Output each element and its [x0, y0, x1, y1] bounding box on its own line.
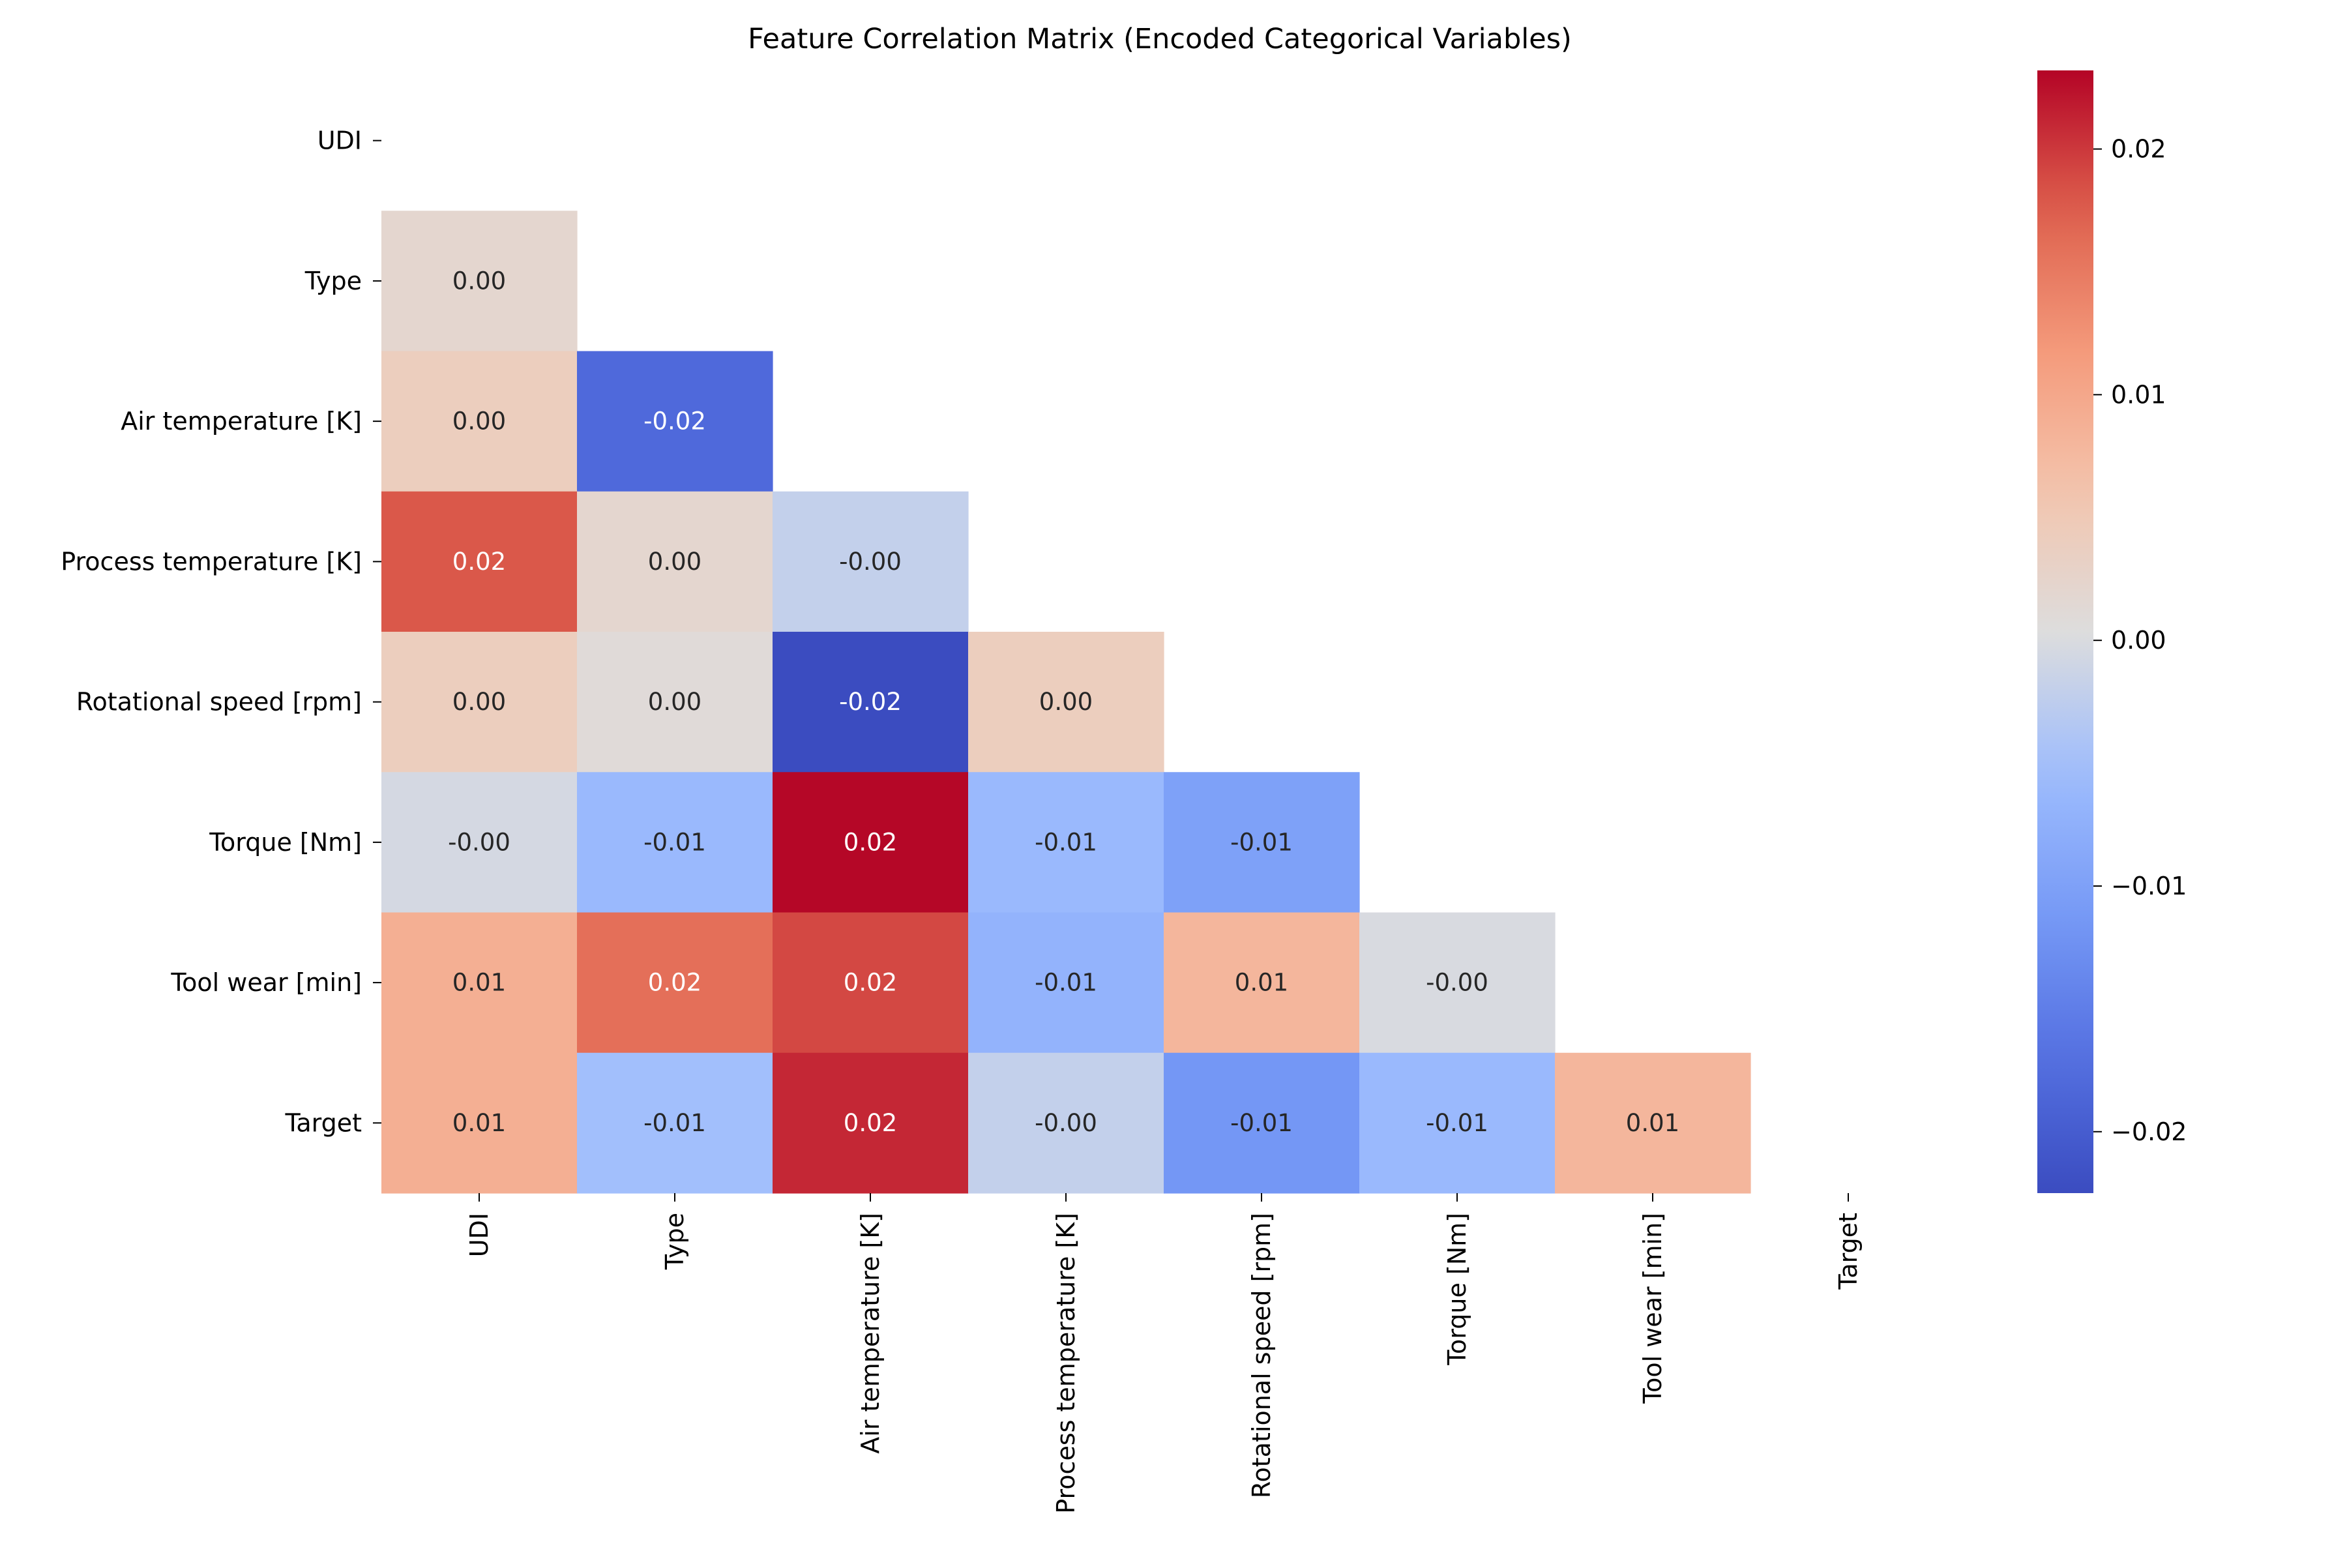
- cell-value-label: 0.01: [452, 969, 506, 997]
- heatmap-cell: [577, 772, 773, 913]
- heatmap-cell: [381, 351, 578, 492]
- heatmap-cell: [381, 632, 578, 773]
- heatmap-cell: [968, 912, 1164, 1054]
- heatmap-cell: [773, 912, 969, 1054]
- cell-value-label: -0.01: [1230, 828, 1293, 856]
- y-tick-label: UDI: [317, 126, 362, 155]
- x-tick-label: Tool wear [min]: [1638, 1213, 1667, 1404]
- cell-value-label: 0.00: [1039, 688, 1093, 716]
- heatmap-cell: [968, 1052, 1164, 1194]
- colorbar-tick-label: 0.02: [2111, 135, 2166, 164]
- cell-value-label: -0.00: [839, 548, 902, 576]
- cell-value-label: 0.00: [452, 267, 506, 295]
- cell-value-label: -0.02: [839, 688, 902, 716]
- cell-value-label: -0.01: [1230, 1109, 1293, 1137]
- y-tick-label: Tool wear [min]: [170, 968, 362, 997]
- heatmap-cell: [577, 491, 773, 632]
- y-tick-label: Air temperature [K]: [121, 407, 362, 436]
- y-axis: UDI Type Air temperature [K] Process temper…: [61, 126, 381, 1137]
- heatmap-cell: [1359, 912, 1556, 1054]
- cell-value-label: 0.02: [648, 969, 701, 997]
- cell-value-label: 0.02: [844, 828, 897, 856]
- cell-value-label: 0.00: [452, 407, 506, 436]
- heatmap-cell: [1359, 1052, 1556, 1194]
- cell-value-label: -0.01: [1426, 1109, 1488, 1137]
- heatmap-cell: [381, 772, 578, 913]
- cell-value-label: -0.01: [643, 828, 706, 856]
- x-tick-label: Target: [1834, 1213, 1863, 1290]
- x-tick-label: Air temperature [K]: [856, 1213, 885, 1454]
- heatmap-cell: [773, 772, 969, 913]
- cell-value-label: -0.00: [448, 828, 510, 856]
- y-tick-label: Type: [304, 267, 362, 295]
- cell-value-label: -0.00: [1035, 1109, 1097, 1137]
- heatmap-cell: [381, 491, 578, 632]
- x-axis: UDI Type Air temperature [K] Process temper…: [465, 1193, 1863, 1514]
- x-tick-label: Type: [660, 1213, 689, 1270]
- heatmap-cell: [968, 632, 1164, 773]
- cell-value-label: 0.01: [452, 1109, 506, 1137]
- heatmap-cell: [577, 1052, 773, 1194]
- heatmap-cell: [1164, 772, 1360, 913]
- cell-value-label: -0.01: [1035, 828, 1097, 856]
- heatmap-cell: [773, 491, 969, 632]
- chart-title: Feature Correlation Matrix (Encoded Cate…: [748, 23, 1572, 55]
- colorbar-tick-label: −0.01: [2111, 872, 2187, 900]
- x-tick-label: Rotational speed [rpm]: [1247, 1213, 1276, 1498]
- heatmap-cell: [968, 772, 1164, 913]
- cell-value-label: -0.02: [643, 407, 706, 436]
- y-tick-label: Process temperature [K]: [61, 547, 362, 576]
- cell-value-label: 0.02: [844, 1109, 897, 1137]
- heatmap-cell: [381, 912, 578, 1054]
- heatmap-cells: 0.00 0.00 -0.02 0.02 0.00 -0.00 0.00 0.00 -0.02 0…: [381, 211, 1751, 1194]
- cell-value-label: 0.00: [452, 688, 506, 716]
- heatmap-cell: [577, 632, 773, 773]
- colorbar-tick-label: 0.01: [2111, 380, 2166, 409]
- cell-value-label: 0.00: [648, 548, 701, 576]
- colorbar-tick-label: −0.02: [2111, 1117, 2187, 1146]
- heatmap-cell: [577, 351, 773, 492]
- cell-value-label: -0.01: [643, 1109, 706, 1137]
- heatmap-cell: [1164, 1052, 1360, 1194]
- heatmap-cell: [381, 1052, 578, 1194]
- y-tick-label: Rotational speed [rpm]: [76, 688, 362, 717]
- cell-value-label: -0.00: [1426, 969, 1488, 997]
- colorbar: −0.02 −0.01 0.00 0.01 0.02: [2037, 70, 2187, 1193]
- colorbar-gradient: [2037, 70, 2093, 1193]
- y-tick-label: Torque [Nm]: [209, 828, 362, 857]
- cell-value-label: 0.01: [1626, 1109, 1679, 1137]
- colorbar-tick-label: 0.00: [2111, 626, 2166, 655]
- cell-value-label: 0.02: [844, 969, 897, 997]
- x-tick-label: Process temperature [K]: [1052, 1213, 1080, 1514]
- heatmap-cell: [773, 632, 969, 773]
- y-tick-label: Target: [284, 1108, 362, 1137]
- cell-value-label: 0.01: [1235, 969, 1288, 997]
- heatmap-cell: [1555, 1052, 1751, 1194]
- cell-value-label: 0.00: [648, 688, 701, 716]
- cell-value-label: -0.01: [1035, 969, 1097, 997]
- heatmap-cell: [577, 912, 773, 1054]
- heatmap-cell: [773, 1052, 969, 1194]
- heatmap-cell: [381, 211, 578, 352]
- heatmap-cell: [1164, 912, 1360, 1054]
- cell-value-label: 0.02: [452, 548, 506, 576]
- x-tick-label: UDI: [465, 1213, 494, 1257]
- x-tick-label: Torque [Nm]: [1443, 1213, 1471, 1366]
